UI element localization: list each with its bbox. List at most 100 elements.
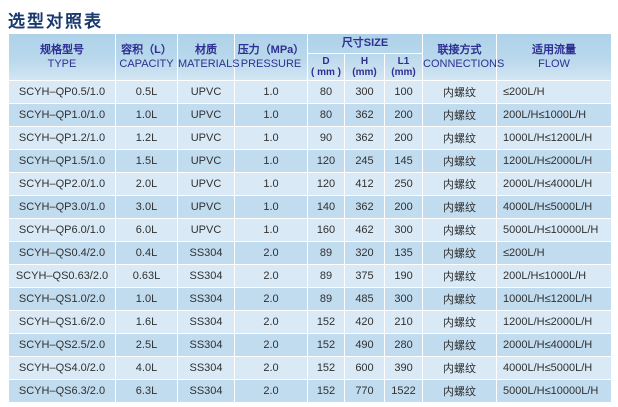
table-cell: 1.0 [235, 81, 307, 103]
table-cell: 152 [308, 311, 344, 333]
table-cell: 300 [385, 219, 423, 241]
table-cell: 内螺纹 [423, 150, 497, 172]
table-cell: 770 [345, 380, 384, 402]
table-cell: SCYH–QS0.4/2.0 [9, 242, 115, 264]
table-cell: 1.0 [235, 150, 307, 172]
table-row: SCYH–QS1.6/2.0 1.6L SS304 2.0 152 420 210 内螺纹 12… [9, 311, 612, 333]
table-cell: 2000L/H≤4000L/H [497, 334, 612, 356]
table-cell: 5000L/H≤10000L/H [497, 380, 612, 402]
table-cell: SCYH–QS1.0/2.0 [9, 288, 115, 310]
table-cell: 490 [345, 334, 384, 356]
table-cell: 100 [385, 81, 423, 103]
table-cell: 152 [308, 380, 344, 402]
col-header-pressure-zh: 压力（MPa） [237, 43, 305, 56]
table-cell: 5000L/H≤10000L/H [497, 219, 612, 241]
table-cell: 362 [345, 104, 384, 126]
table-cell: 210 [385, 311, 423, 333]
header-row-size-sub: D ( mm ) H (mm) L1 (mm) [9, 54, 611, 80]
table-cell: 3.0L [116, 196, 177, 218]
table-cell: 内螺纹 [423, 242, 497, 264]
table-cell: 375 [345, 265, 384, 287]
table-cell: SCYH–QS2.5/2.0 [9, 334, 115, 356]
table-cell: SS304 [178, 311, 234, 333]
table-cell: 200L/H≤1000L/H [497, 265, 612, 287]
table-cell: 0.4L [116, 242, 177, 264]
col-header-size-h: H (mm) [345, 54, 384, 80]
col-header-capacity-zh: 容积（L） [121, 43, 172, 56]
table-cell: 1000L/H≤1200L/H [497, 127, 612, 149]
table-cell: ≤200L/H [497, 81, 612, 103]
col-header-size-l1: L1 (mm) [385, 54, 423, 80]
table-cell: 内螺纹 [423, 334, 497, 356]
table-cell: 内螺纹 [423, 196, 497, 218]
table-cell: 1.5L [116, 150, 177, 172]
table-cell: 内螺纹 [423, 380, 497, 402]
table-row: SCYH–QP1.2/1.0 1.2L UPVC 1.0 90 362 200 内螺纹 1000… [9, 127, 612, 149]
table-cell: 1.0 [235, 127, 307, 149]
table-cell: 2.0 [235, 242, 307, 264]
table-row: SCYH–QS2.5/2.0 2.5L SS304 2.0 152 490 280 内螺纹 20… [9, 334, 612, 356]
table-cell: UPVC [178, 127, 234, 149]
table-cell: 89 [308, 265, 344, 287]
table-cell: 内螺纹 [423, 357, 497, 379]
table-cell: 1.0 [235, 104, 307, 126]
table-cell: UPVC [178, 104, 234, 126]
table-cell: SCYH–QS6.3/2.0 [9, 380, 115, 402]
col-header-type-en: TYPE [47, 58, 77, 70]
table-header: 规格型号 TYPE 容积（L） CAPACITY 材质 MATERIALS 压力… [9, 34, 612, 80]
table-cell: 245 [345, 150, 384, 172]
table-cell: 1.0 [235, 219, 307, 241]
table-body: SCYH–QP0.5/1.0 0.5L UPVC 1.0 80 300 100 内螺纹 ≤200… [9, 81, 612, 402]
table-cell: 2.5L [116, 334, 177, 356]
table-cell: 190 [385, 265, 423, 287]
col-header-capacity-en: CAPACITY [119, 58, 174, 70]
table-cell: SCYH–QS0.63/2.0 [9, 265, 115, 287]
table-row: SCYH–QS4.0/2.0 4.0L SS304 2.0 152 600 390 内螺纹 40… [9, 357, 612, 379]
table-cell: 4000L/H≤5000L/H [497, 357, 612, 379]
col-header-flow-zh: 适用流量 [532, 43, 577, 56]
table-cell: 412 [345, 173, 384, 195]
col-header-pressure-en: PRESSURE [240, 58, 302, 70]
table-cell: 200 [385, 196, 423, 218]
table-cell: 420 [345, 311, 384, 333]
table-cell: 2.0 [235, 334, 307, 356]
col-header-type: 规格型号 TYPE [9, 34, 115, 80]
table-cell: 600 [345, 357, 384, 379]
table-row: SCYH–QS0.63/2.0 0.63L SS304 2.0 89 375 190 内螺纹 2… [9, 265, 612, 287]
table-cell: SCYH–QP1.2/1.0 [9, 127, 115, 149]
table-cell: 90 [308, 127, 344, 149]
table-cell: SCYH–QP3.0/1.0 [9, 196, 115, 218]
table-cell: SS304 [178, 380, 234, 402]
table-cell: UPVC [178, 173, 234, 195]
page-title: 选型对照表 [8, 12, 103, 31]
table-row: SCYH–QP2.0/1.0 2.0L UPVC 1.0 120 412 250 内螺纹 200… [9, 173, 612, 195]
table-cell: 4000L/H≤5000L/H [497, 196, 612, 218]
table-cell: 2.0 [235, 265, 307, 287]
table-cell: 内螺纹 [423, 173, 497, 195]
table-cell: 1200L/H≤2000L/H [497, 150, 612, 172]
table-cell: 1.0L [116, 288, 177, 310]
table-cell: 390 [385, 357, 423, 379]
table-cell: SS304 [178, 334, 234, 356]
col-header-materials-zh: 材质 [195, 43, 217, 56]
table-cell: 200L/H≤1000L/H [497, 104, 612, 126]
table-cell: SCYH–QP2.0/1.0 [9, 173, 115, 195]
selection-comparison-table: 规格型号 TYPE 容积（L） CAPACITY 材质 MATERIALS 压力… [8, 33, 613, 403]
table-cell: 内螺纹 [423, 127, 497, 149]
table-cell: 120 [308, 173, 344, 195]
table-cell: UPVC [178, 196, 234, 218]
table-cell: SS304 [178, 242, 234, 264]
table-cell: 1.0L [116, 104, 177, 126]
col-header-connections-en: CONNECTIONS [423, 58, 505, 70]
table-cell: 2.0 [235, 288, 307, 310]
col-header-materials: 材质 MATERIALS [178, 34, 240, 80]
table-row: SCYH–QP6.0/1.0 6.0L UPVC 1.0 160 462 300 内螺纹 500… [9, 219, 612, 241]
table-cell: 135 [385, 242, 423, 264]
table-cell: 300 [385, 288, 423, 310]
table-cell: 内螺纹 [423, 288, 497, 310]
col-header-connections: 联接方式 CONNECTIONS [423, 34, 505, 80]
table-cell: 1200L/H≤2000L/H [497, 311, 612, 333]
table-cell: 80 [308, 81, 344, 103]
table-cell: 152 [308, 334, 344, 356]
table-cell: 280 [385, 334, 423, 356]
